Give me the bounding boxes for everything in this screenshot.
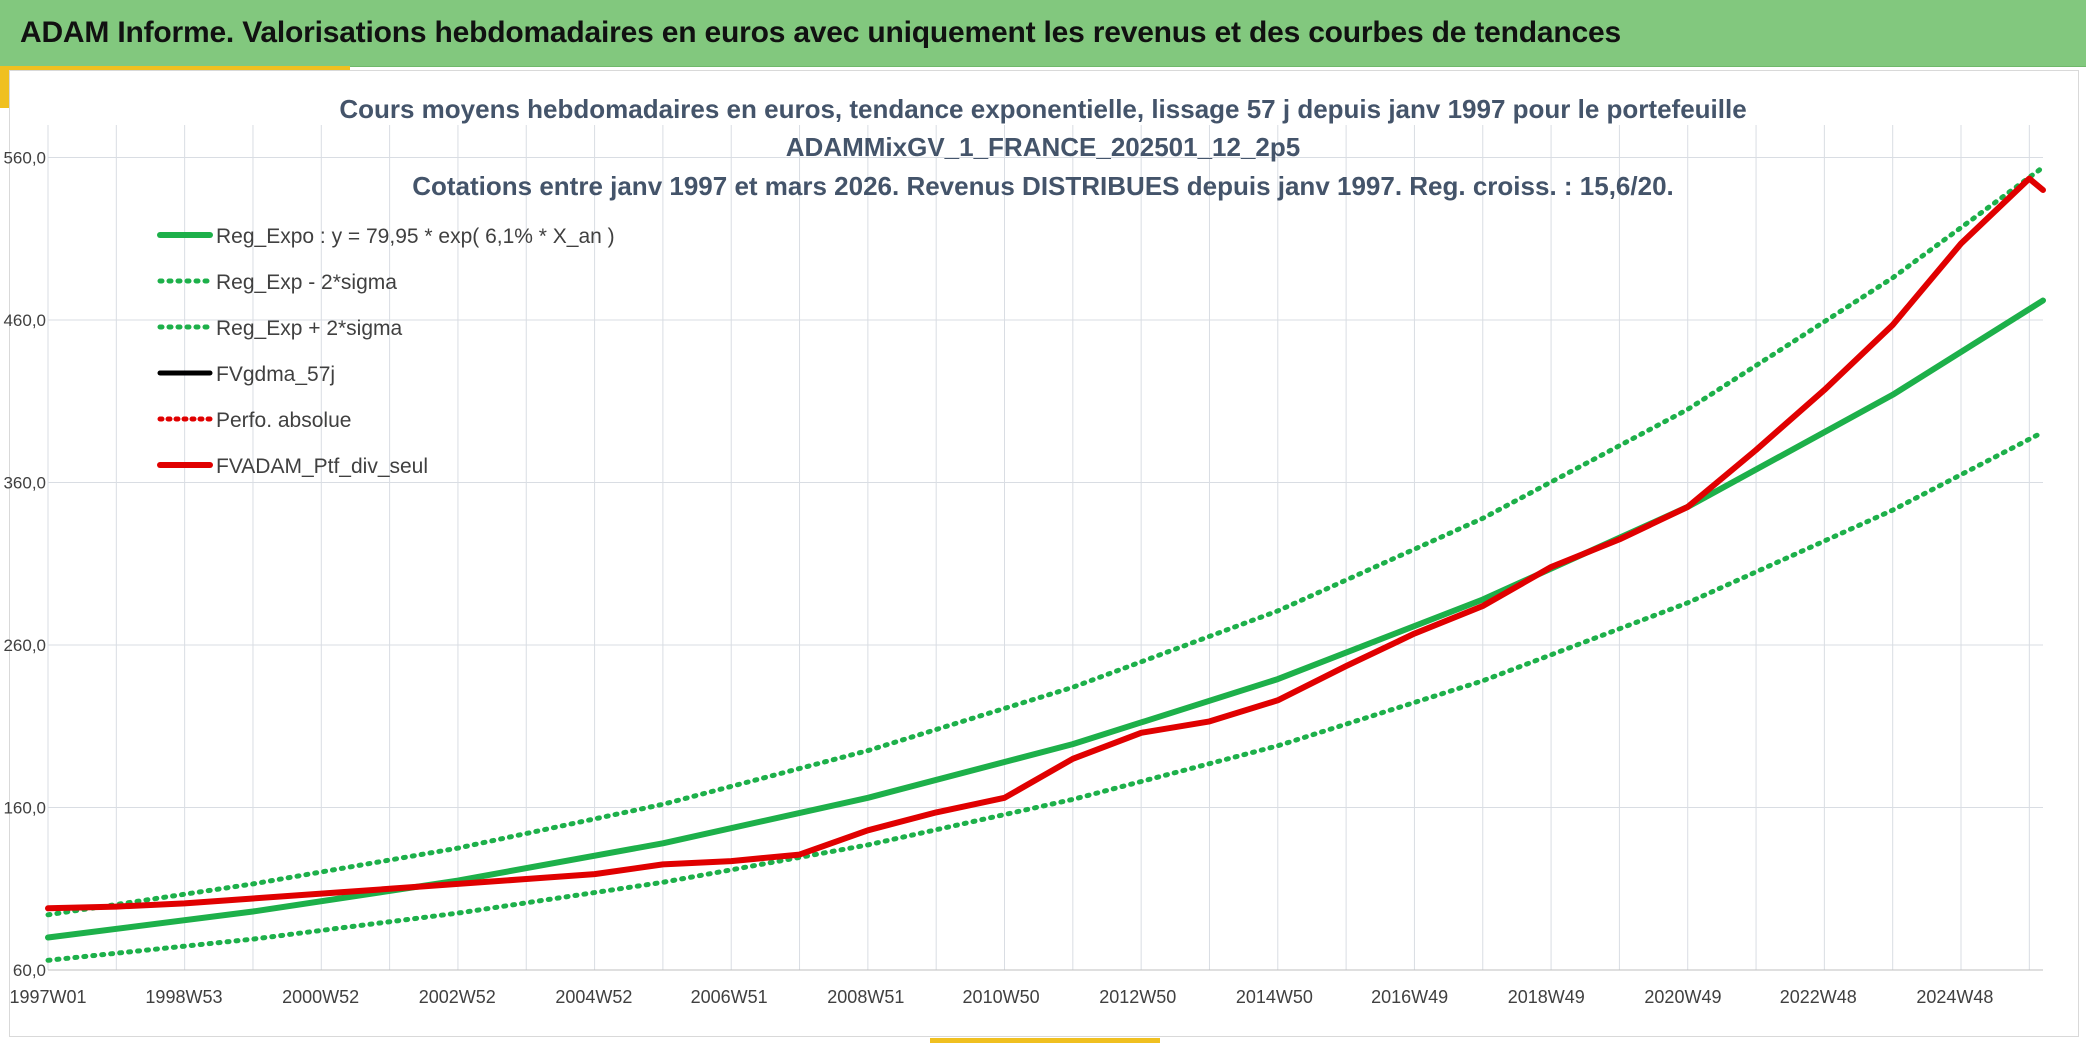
y-tick-label: 560,0 bbox=[3, 149, 46, 168]
legend-label: FVADAM_Ptf_div_seul bbox=[216, 455, 428, 478]
chart-title-line-3: Cotations entre janv 1997 et mars 2026. … bbox=[412, 171, 1674, 201]
chart-title-line-1: Cours moyens hebdomadaires en euros, ten… bbox=[339, 94, 1746, 124]
grid-lines bbox=[47, 125, 2043, 971]
x-tick-label: 1998W53 bbox=[145, 987, 222, 1007]
y-tick-label: 460,0 bbox=[3, 311, 46, 330]
x-tick-label: 2000W52 bbox=[282, 987, 359, 1007]
chart-legend: Reg_Expo : y = 79,95 * exp( 6,1% * X_an … bbox=[157, 225, 615, 478]
x-tick-label: 2024W48 bbox=[1916, 987, 1993, 1007]
x-tick-label: 2004W52 bbox=[555, 987, 632, 1007]
x-tick-label: 2002W52 bbox=[419, 987, 496, 1007]
x-tick-label: 2022W48 bbox=[1780, 987, 1857, 1007]
legend-label: FVgdma_57j bbox=[216, 363, 335, 386]
x-tick-label: 2010W50 bbox=[963, 987, 1040, 1007]
series-line-4 bbox=[46, 176, 2045, 911]
chart-title-line-2: ADAMMixGV_1_FRANCE_202501_12_2p5 bbox=[786, 132, 1300, 162]
chart-title: Cours moyens hebdomadaires en euros, ten… bbox=[339, 94, 1746, 201]
legend-label: Reg_Exp - 2*sigma bbox=[216, 271, 397, 294]
header-band: ADAM Informe. Valorisations hebdomadaire… bbox=[0, 0, 2086, 67]
chart-frame bbox=[9, 70, 2079, 1037]
legend-label: Reg_Exp + 2*sigma bbox=[216, 317, 403, 340]
x-tick-label: 2014W50 bbox=[1236, 987, 1313, 1007]
axis-labels: 60,0 160,0 260,0 360,0 460,0 560,0 1997W01 1998… bbox=[3, 149, 2043, 1007]
legend-label: Reg_Expo : y = 79,95 * exp( 6,1% * X_an … bbox=[216, 225, 615, 248]
x-tick-label: 2016W49 bbox=[1371, 987, 1448, 1007]
x-tick-label: 2018W49 bbox=[1508, 987, 1585, 1007]
x-tick-label: 1997W01 bbox=[9, 987, 86, 1007]
accent-bar-top bbox=[0, 66, 350, 71]
page-title: ADAM Informe. Valorisations hebdomadaire… bbox=[20, 16, 1621, 49]
x-tick-label: 2006W51 bbox=[691, 987, 768, 1007]
x-tick-label: 2012W50 bbox=[1099, 987, 1176, 1007]
y-tick-label: 160,0 bbox=[3, 799, 46, 818]
x-tick-label: 2008W51 bbox=[827, 987, 904, 1007]
y-tick-label: 260,0 bbox=[3, 636, 46, 655]
series-line-0 bbox=[45, 297, 2046, 941]
series-line-2 bbox=[45, 164, 2046, 918]
accent-bar-left bbox=[0, 66, 9, 108]
accent-bar-bottom bbox=[930, 1038, 1160, 1043]
series-lines bbox=[45, 164, 2046, 963]
x-tick-label: 2020W49 bbox=[1644, 987, 1721, 1007]
y-tick-label: 60,0 bbox=[13, 961, 46, 980]
series-line-1 bbox=[45, 429, 2046, 963]
y-tick-label: 360,0 bbox=[3, 474, 46, 493]
legend-label: Perfo. absolue bbox=[216, 409, 351, 432]
